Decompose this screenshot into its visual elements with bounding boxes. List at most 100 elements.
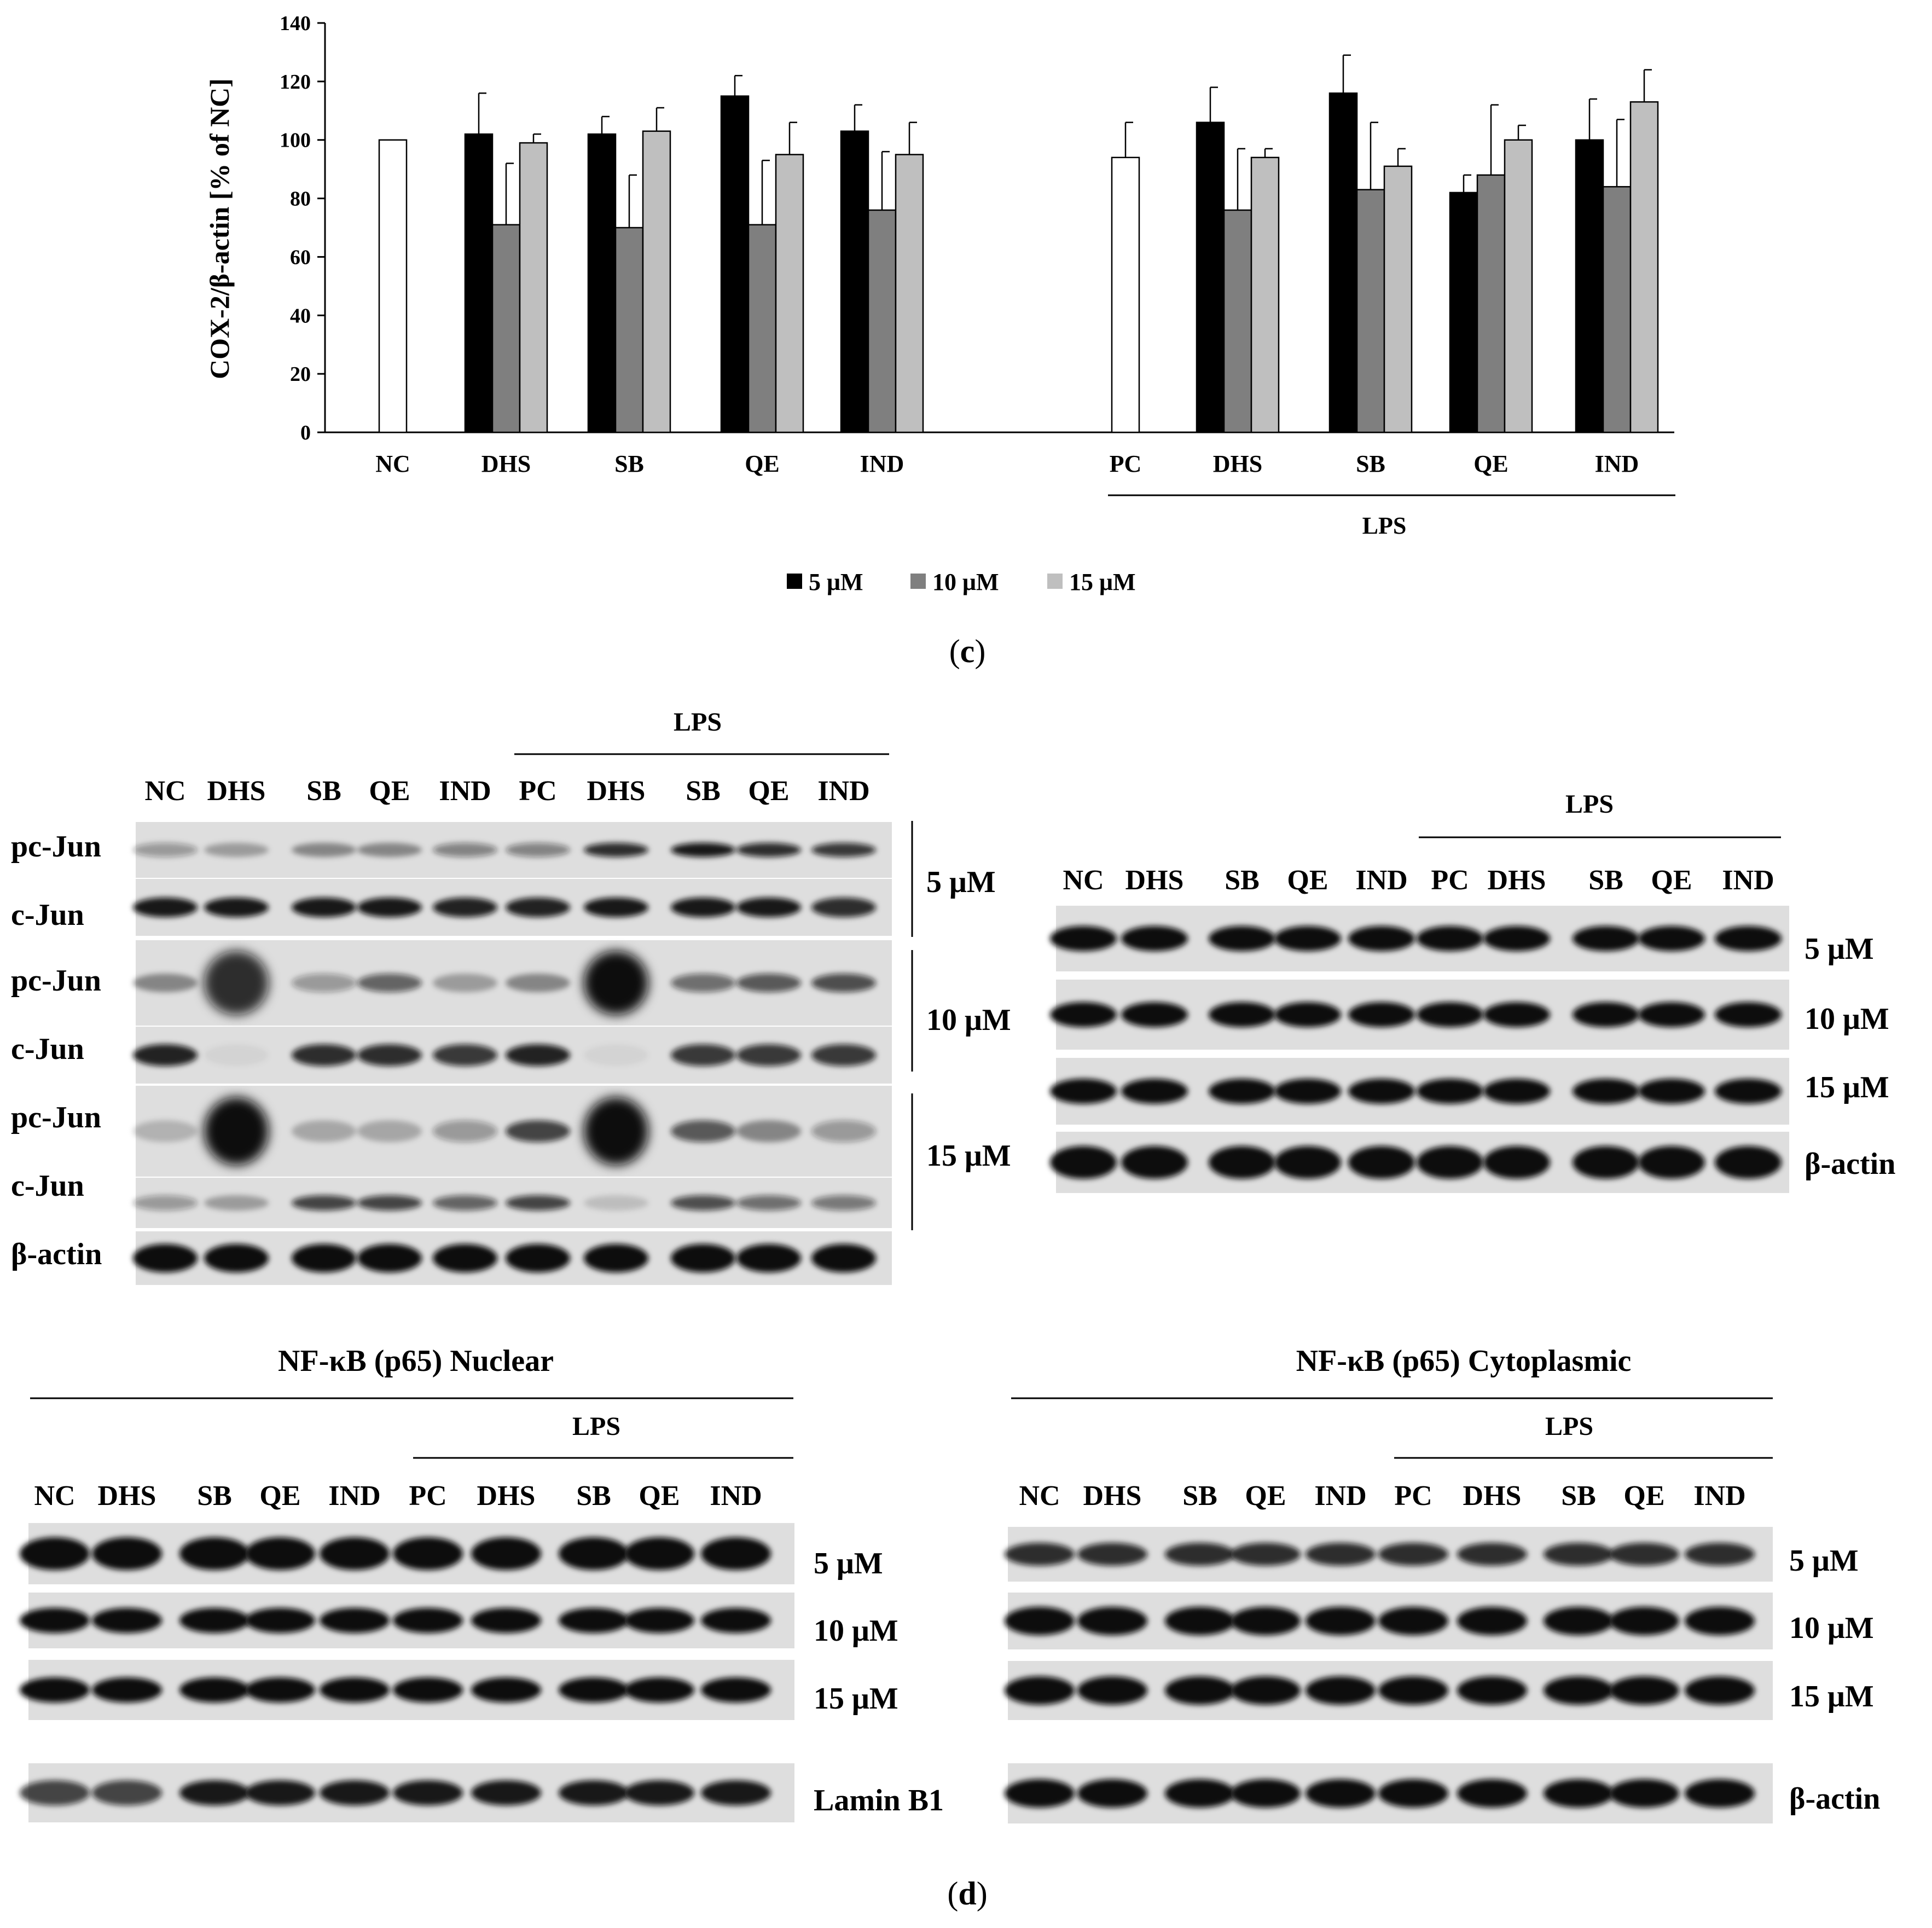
band (1638, 926, 1705, 951)
band (471, 1780, 541, 1805)
band (1005, 1676, 1075, 1705)
band (1483, 1146, 1550, 1179)
band (506, 1195, 570, 1211)
band (624, 1537, 694, 1570)
band (1165, 1676, 1235, 1705)
band (1457, 1543, 1527, 1566)
bar-qe-10um (747, 224, 777, 433)
band (471, 1608, 541, 1633)
band (671, 1120, 735, 1142)
band (1121, 1146, 1188, 1179)
band (471, 1677, 541, 1703)
lane-label-sb: SB (686, 775, 721, 807)
cox2-bar-chart: 0 20 40 60 80 100 120 140 COX-2/β-actin [% of N… (204, 12, 1675, 595)
band (1121, 926, 1188, 951)
band (357, 974, 422, 992)
row-label: 5 μM (814, 1547, 883, 1580)
bar-dhs-15um (1250, 157, 1280, 433)
bar-sb-5um (587, 133, 617, 433)
band (736, 1120, 801, 1142)
panel-c-label: (c) (949, 633, 986, 669)
band (584, 951, 648, 1015)
nuclear-blot-strips (20, 1523, 794, 1822)
band (1121, 1002, 1188, 1027)
x-tick-label: QE (1473, 450, 1509, 477)
band (1231, 1607, 1301, 1635)
cjun-row-labels: pc-Jun c-Jun pc-Jun c-Jun pc-Jun c-Jun β-actin (11, 830, 102, 1271)
band (1638, 1079, 1705, 1104)
band (133, 974, 198, 992)
band (1050, 1079, 1117, 1104)
band (1165, 1607, 1235, 1635)
band (559, 1677, 629, 1703)
lane-label-dhs: DHS (1463, 1480, 1522, 1512)
band (292, 974, 356, 992)
y-tick-label: 140 (280, 12, 311, 35)
lane-label-qe: QE (1651, 865, 1692, 896)
bar-sb-10um (1356, 189, 1385, 433)
nfkb-nuclear-blot: NF-κB (p65) Nuclear LPS NC DHS SB QE IND PC DH… (20, 1344, 944, 1822)
legend: 5 μM 10 μM 15 μM (787, 569, 1135, 595)
band (245, 1780, 315, 1805)
band (671, 974, 735, 992)
y-tick-label: 80 (290, 188, 311, 211)
band (92, 1537, 162, 1570)
band (1348, 1079, 1415, 1104)
cjun-blot: LPS NC DHS SB QE IND PC DHS SB QE IND pc-Jun c-Jun… (11, 708, 1011, 1285)
band (320, 1537, 390, 1570)
band (320, 1780, 390, 1805)
lane-label-ind: IND (710, 1480, 762, 1512)
band (1209, 1146, 1275, 1179)
band (1573, 1002, 1639, 1027)
cjun-lane-labels: NC DHS SB QE IND PC DHS SB QE IND (144, 775, 869, 807)
band (811, 843, 876, 857)
band (1348, 1002, 1415, 1027)
band (624, 1780, 694, 1805)
band (393, 1780, 463, 1805)
bar-sb-15um (1383, 165, 1413, 433)
bar-nc (378, 139, 408, 433)
band (701, 1608, 771, 1633)
legend-swatch-10um (910, 574, 926, 589)
cox2-blot: LPS NC DHS SB QE IND PC DHS SB QE IND 5 μM 10 μM 15… (1050, 790, 1895, 1193)
bar-qe-15um (1504, 139, 1533, 433)
row-label: c-Jun (11, 1169, 84, 1203)
y-tick-label: 40 (290, 304, 311, 327)
band (245, 1608, 315, 1633)
band (584, 1244, 648, 1272)
legend-swatch-15um (1047, 574, 1063, 589)
band (1685, 1676, 1755, 1705)
legend-swatch-5um (787, 574, 802, 589)
lane-label-sb: SB (1182, 1480, 1217, 1512)
lane-label-dhs: DHS (207, 775, 266, 807)
band (204, 898, 269, 917)
lane-label-dhs: DHS (98, 1480, 156, 1512)
bar-sb-15um (642, 130, 671, 433)
band (179, 1537, 250, 1570)
band (736, 1044, 801, 1066)
x-tick-label: PC (1110, 450, 1142, 477)
band (1348, 926, 1415, 951)
band (736, 1195, 801, 1211)
row-label: 5 μM (1805, 932, 1874, 966)
band (1209, 1079, 1275, 1104)
band (204, 843, 269, 857)
band (20, 1677, 90, 1703)
band (1609, 1607, 1679, 1635)
band (584, 1044, 648, 1066)
x-tick-label: SB (614, 450, 644, 477)
band (1274, 1002, 1341, 1027)
band (20, 1608, 90, 1633)
band (701, 1677, 771, 1703)
x-tick-label: SB (1356, 450, 1385, 477)
band (1457, 1607, 1527, 1635)
band (1231, 1779, 1301, 1808)
band (1573, 1079, 1639, 1104)
row-label: pc-Jun (11, 964, 101, 998)
band (133, 843, 198, 857)
lane-label-pc: PC (1431, 865, 1469, 896)
row-label: 10 μM (1789, 1611, 1874, 1645)
band (1685, 1607, 1755, 1635)
lane-label-nc: NC (144, 775, 185, 807)
bar-qe-5um (1449, 192, 1478, 433)
